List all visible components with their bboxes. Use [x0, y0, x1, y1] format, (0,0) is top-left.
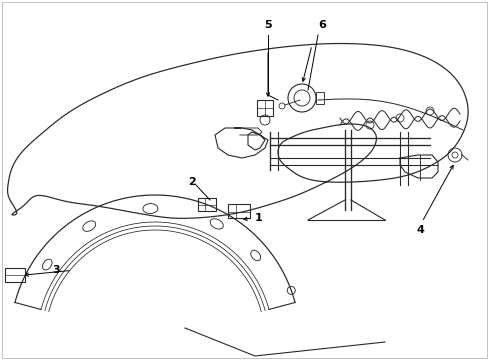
Text: 4: 4 — [415, 225, 423, 235]
Text: 6: 6 — [317, 20, 325, 30]
Bar — [315, 92, 324, 104]
Text: 3: 3 — [52, 265, 60, 275]
Text: 1: 1 — [254, 213, 262, 223]
Bar — [257, 100, 272, 116]
Bar — [198, 198, 216, 211]
Bar — [227, 204, 249, 218]
Text: 5: 5 — [264, 20, 271, 30]
Text: 2: 2 — [188, 177, 196, 187]
